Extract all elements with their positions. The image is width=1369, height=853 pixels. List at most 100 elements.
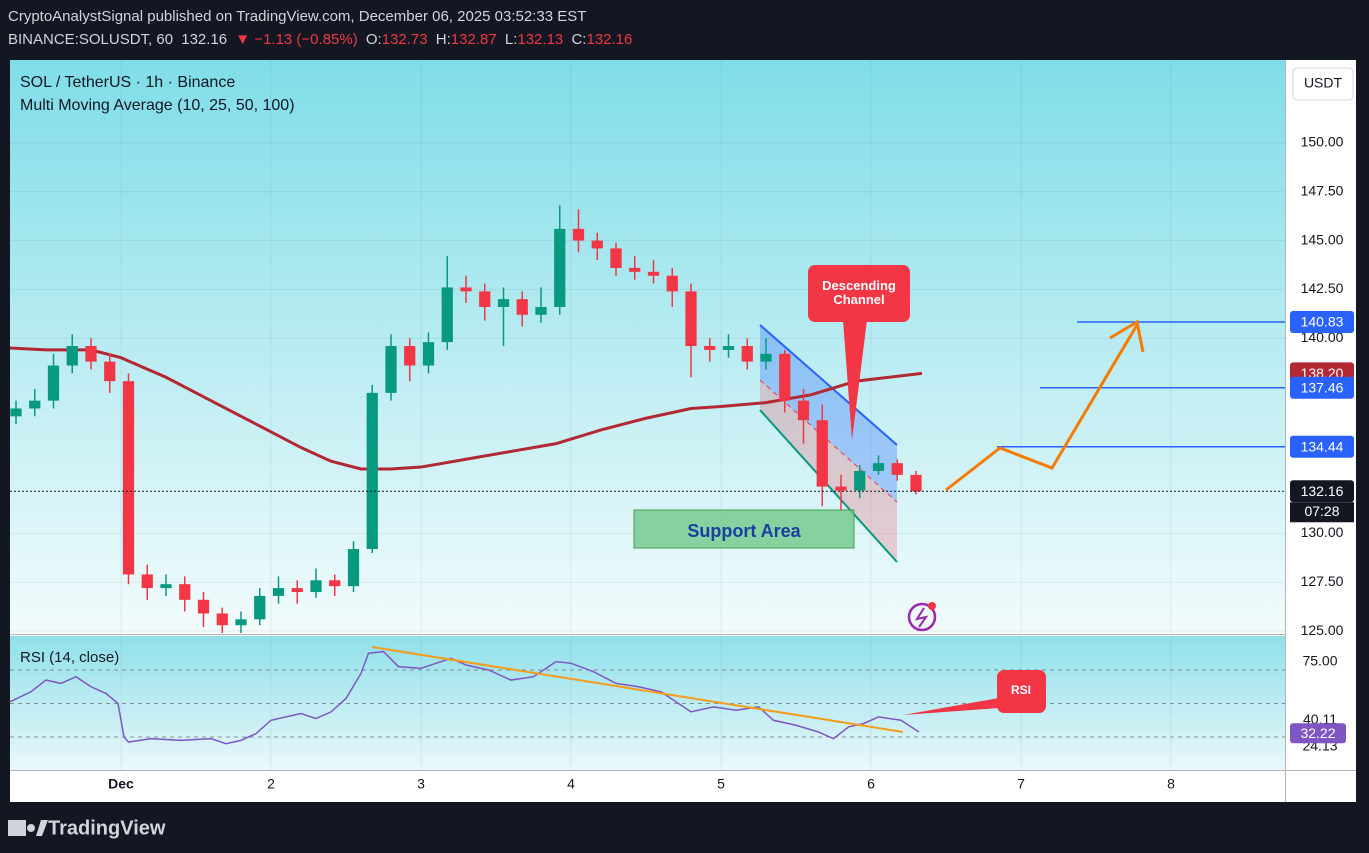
candle-body bbox=[291, 588, 303, 593]
channel-line bbox=[759, 324, 898, 446]
candle-body bbox=[797, 400, 810, 421]
candle-body bbox=[854, 470, 866, 491]
callout-pointer bbox=[843, 320, 867, 440]
candle-body bbox=[47, 365, 60, 401]
y-tick-label: 150.00 bbox=[1301, 134, 1344, 150]
callout-pointer bbox=[903, 698, 999, 715]
candle-body bbox=[591, 240, 603, 249]
logo-mark bbox=[27, 824, 35, 832]
candle-body bbox=[385, 346, 397, 393]
candle-body bbox=[741, 346, 753, 362]
price-badge-label: 134.44 bbox=[1301, 438, 1344, 454]
arrow-head bbox=[1109, 319, 1145, 353]
candle-body bbox=[685, 291, 697, 347]
ohlc-value: 132.73 bbox=[382, 31, 428, 48]
channel-lower bbox=[760, 380, 897, 562]
countdown: 07:28 bbox=[1304, 503, 1339, 519]
candle-body bbox=[891, 463, 903, 475]
callout-text: Descending Channel bbox=[822, 278, 896, 307]
candle-body bbox=[179, 584, 191, 600]
change: ▼ −1.13 (−0.85%) bbox=[235, 31, 357, 48]
candle-body bbox=[347, 549, 360, 587]
callout bbox=[997, 670, 1046, 713]
candle-body bbox=[85, 346, 97, 362]
candle-body bbox=[310, 580, 322, 593]
moving-average bbox=[9, 346, 923, 471]
candle-body bbox=[779, 353, 791, 401]
price-badge-label: 132.16 bbox=[1301, 483, 1344, 499]
candle-body bbox=[441, 287, 453, 343]
ohlc-key: H: bbox=[436, 31, 451, 48]
candle-body bbox=[872, 463, 885, 471]
header-quote: BINANCE:SOLUSDT, 60 132.16 ▼ −1.13 (−0.8… bbox=[8, 31, 632, 48]
x-tick-label: 5 bbox=[717, 776, 725, 792]
candle-body bbox=[647, 271, 660, 276]
candle-body bbox=[479, 291, 491, 307]
price-badge bbox=[1290, 310, 1354, 333]
candle-body bbox=[197, 599, 210, 614]
candle-body bbox=[272, 588, 285, 596]
legend-title: SOL / TetherUS · 1h · Binance bbox=[20, 74, 235, 91]
icon bbox=[914, 607, 929, 628]
candle-body bbox=[554, 228, 566, 307]
y-tick-label: 127.50 bbox=[1301, 573, 1344, 589]
candle-body bbox=[704, 346, 716, 350]
price: 132.16 bbox=[181, 31, 227, 48]
price-badge-label: 32.22 bbox=[1300, 725, 1335, 741]
candle-body bbox=[610, 248, 622, 268]
rsi-title: RSI (14, close) bbox=[20, 649, 119, 666]
countdown-badge bbox=[1290, 502, 1354, 523]
ohlc-key: O: bbox=[366, 31, 382, 48]
rsi-line bbox=[9, 650, 920, 745]
channel-line bbox=[759, 409, 898, 563]
rsi-pane bbox=[10, 636, 1285, 770]
rsi-trendline bbox=[371, 646, 904, 733]
support-area bbox=[633, 509, 855, 549]
projection-arrow bbox=[945, 324, 1139, 492]
currency-button[interactable] bbox=[1292, 67, 1354, 101]
candle-body bbox=[29, 400, 41, 409]
candle-body bbox=[535, 306, 547, 315]
y-tick-label: 142.50 bbox=[1301, 280, 1344, 296]
candle-body bbox=[835, 486, 847, 491]
candle-body bbox=[66, 346, 78, 366]
price-badge-label: 140.83 bbox=[1301, 314, 1344, 330]
candle-body bbox=[160, 584, 172, 589]
x-tick-label: Dec bbox=[108, 776, 134, 792]
x-tick-label: 3 bbox=[417, 776, 425, 792]
price-badge bbox=[1290, 480, 1354, 503]
x-tick-label: 7 bbox=[1017, 776, 1025, 792]
logo-mark bbox=[8, 820, 26, 836]
currency-label: USDT bbox=[1304, 75, 1343, 91]
price-badge-label: 137.46 bbox=[1301, 379, 1344, 395]
candle-body bbox=[216, 613, 228, 626]
header-line: CryptoAnalystSignal published on Trading… bbox=[8, 8, 586, 25]
channel-upper bbox=[760, 325, 897, 502]
support-label: Support Area bbox=[687, 521, 801, 541]
candle-body bbox=[516, 299, 528, 315]
x-tick-label: 2 bbox=[267, 776, 275, 792]
candle-body bbox=[122, 381, 135, 575]
candle-body bbox=[235, 619, 247, 626]
candle-body bbox=[366, 392, 378, 550]
x-tick-label: 6 bbox=[867, 776, 875, 792]
logo-mark bbox=[36, 820, 48, 836]
y-tick-label: 75.00 bbox=[1302, 652, 1337, 668]
ohlc-key: C: bbox=[571, 31, 586, 48]
x-tick-label: 4 bbox=[567, 776, 575, 792]
legend-indicator: Multi Moving Average (10, 25, 50, 100) bbox=[20, 97, 295, 114]
candle-body bbox=[329, 580, 341, 587]
y-tick-label: 145.00 bbox=[1301, 231, 1344, 247]
icon-dot bbox=[928, 602, 936, 610]
footer-brand: TradingView bbox=[48, 817, 166, 839]
price-badge bbox=[1290, 435, 1354, 458]
y-tick-label: 130.00 bbox=[1301, 524, 1344, 540]
candle-body bbox=[10, 408, 22, 417]
ohlc-value: 132.13 bbox=[517, 31, 563, 48]
candle-body bbox=[722, 346, 735, 350]
icon[interactable] bbox=[907, 602, 937, 632]
candle-body bbox=[816, 420, 828, 487]
y-tick-label: 40.11 bbox=[1303, 711, 1337, 727]
candle-body bbox=[460, 287, 472, 292]
symbol: BINANCE:SOLUSDT, 60 bbox=[8, 31, 173, 48]
